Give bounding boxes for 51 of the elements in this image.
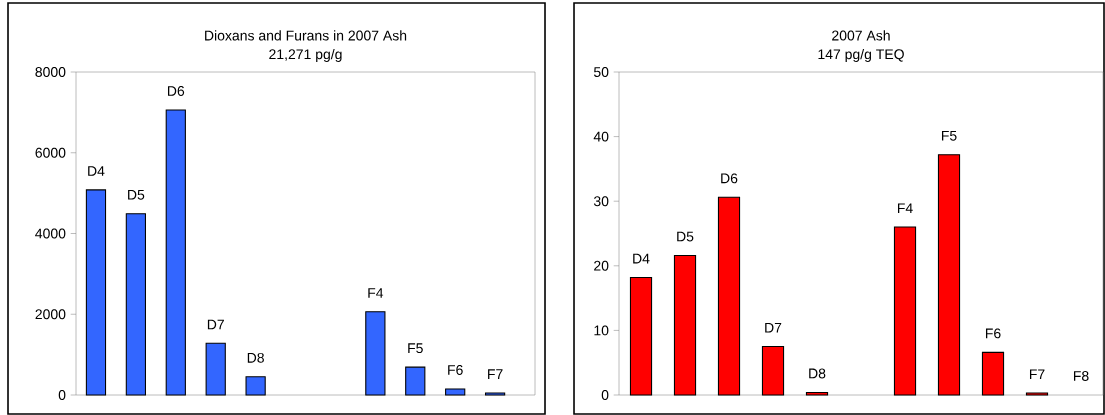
bar [85,189,107,396]
y-tick-label: 8000 [35,67,66,77]
chart-title: 2007 Ash [832,30,890,41]
y-tick-label: 4000 [35,228,66,239]
y-tick-label: 2000 [35,309,66,320]
x-tick-label: D8 [809,368,826,379]
x-tick-label: D8 [247,352,264,363]
bar [805,391,829,396]
bar [445,388,466,396]
x-tick-label: F7 [488,369,503,379]
x-tick-label: F4 [897,203,913,213]
y-tick-label: 20 [594,260,609,271]
bar [629,276,653,396]
y-tick-label: 30 [593,196,609,207]
x-tick-label: F7 [1029,369,1045,380]
x-tick-label: F5 [941,130,957,141]
chart-subtitle: 21,271 pg/g [269,48,342,62]
bar [245,376,266,396]
bar [484,392,506,396]
y-tick-label: 0 [58,390,66,400]
bar [365,311,386,396]
y-tick-label: 10 [594,325,609,336]
x-tick-label: D5 [128,189,145,200]
y-tick-label: 50 [593,67,609,77]
y-tick-label: 0 [601,390,609,400]
x-tick-label: D6 [167,86,185,96]
chart-title: Dioxans and Furans in 2007 Ash [205,30,407,41]
bar [937,154,961,396]
x-tick-label: F4 [368,288,384,298]
x-tick-label: D4 [88,166,105,176]
bar [673,254,697,396]
bar [717,196,741,396]
x-tick-label: D6 [721,173,738,184]
x-tick-label: D7 [765,322,782,333]
y-tick-label: 40 [593,131,609,142]
bar [981,351,1005,396]
bar [405,366,426,396]
bar [205,342,226,396]
x-tick-label: D7 [207,319,224,330]
bar [761,346,785,396]
y-tick-label: 6000 [35,147,66,158]
bar [165,109,186,396]
x-tick-label: F5 [408,343,423,354]
x-tick-label: D4 [633,253,650,264]
x-tick-label: D5 [677,231,694,242]
chart-subtitle: 147 pg/g TEQ [818,48,904,62]
bar [893,226,917,396]
bar [125,213,146,396]
x-tick-label: F6 [448,365,463,375]
x-tick-label: F6 [985,328,1001,339]
x-tick-label: F8 [1073,371,1089,381]
